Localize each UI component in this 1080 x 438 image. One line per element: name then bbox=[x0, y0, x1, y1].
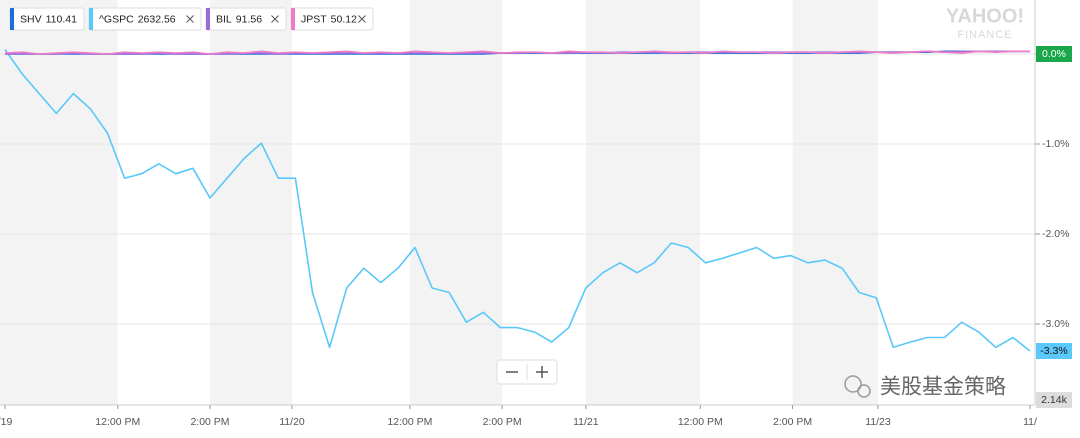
remove-icon[interactable] bbox=[271, 15, 279, 23]
legend-price: 91.56 bbox=[236, 13, 262, 25]
legend-swatch bbox=[206, 8, 210, 30]
legend-name: SHV bbox=[20, 13, 42, 25]
volume-label: 2.14k bbox=[1041, 394, 1067, 406]
legend-price: 2632.56 bbox=[138, 13, 176, 25]
watermark: 美股基金策略 bbox=[844, 375, 1006, 399]
remove-icon[interactable] bbox=[358, 15, 366, 23]
y-tick-label: -3.0% bbox=[1042, 318, 1069, 330]
y-tick-label: -1.0% bbox=[1042, 138, 1069, 150]
legend-chip[interactable]: SHV 110.41 bbox=[9, 7, 85, 31]
x-tick-label: 12:00 PM bbox=[678, 416, 723, 428]
legend-price: 50.12 bbox=[331, 13, 357, 25]
legend: SHV 110.41 ^GSPC 2632.56 BIL 91.56 JPST 50.12 bbox=[9, 7, 374, 31]
x-tick-label: 11/ bbox=[1023, 416, 1037, 428]
legend-swatch bbox=[89, 8, 93, 30]
volume-label-box bbox=[1036, 392, 1072, 408]
x-tick-label: 12:00 PM bbox=[387, 416, 432, 428]
band bbox=[585, 0, 701, 405]
x-tick-label: 12:00 PM bbox=[95, 416, 140, 428]
legend-swatch bbox=[291, 8, 295, 30]
band bbox=[792, 0, 878, 405]
x-tick-label: 2:00 PM bbox=[190, 416, 229, 428]
legend-chip[interactable]: JPST 50.12 bbox=[290, 7, 374, 31]
legend-name: JPST bbox=[301, 13, 327, 25]
legend-price: 110.41 bbox=[46, 13, 77, 25]
end-label-box bbox=[1036, 343, 1072, 359]
x-tick-label: 11/23 bbox=[865, 416, 891, 428]
y-tick-label: -2.0% bbox=[1042, 228, 1069, 240]
watermark-icon bbox=[844, 375, 862, 393]
series-line bbox=[4, 49, 1031, 352]
x-tick-label: 11/21 bbox=[573, 416, 599, 428]
legend-chip[interactable]: BIL 91.56 bbox=[205, 7, 287, 31]
watermark-icon bbox=[857, 384, 871, 398]
background-bands bbox=[0, 0, 878, 405]
legend-chip[interactable]: ^GSPC 2632.56 bbox=[88, 7, 202, 31]
grid bbox=[0, 0, 1040, 409]
legend-name: BIL bbox=[216, 13, 232, 25]
x-tick-label: 11/20 bbox=[279, 416, 305, 428]
watermark-text: 美股基金策略 bbox=[880, 376, 1006, 399]
remove-icon[interactable] bbox=[186, 15, 194, 23]
end-label-box bbox=[1036, 46, 1072, 62]
x-tick-label: 2:00 PM bbox=[483, 416, 522, 428]
x-tick-label: /19 bbox=[0, 416, 12, 428]
series-line bbox=[5, 50, 1030, 55]
legend-name: ^GSPC bbox=[99, 13, 134, 25]
end-label: 0.0% bbox=[1042, 48, 1066, 60]
logo-sub: FINANCE bbox=[957, 29, 1012, 41]
band bbox=[210, 0, 292, 405]
band bbox=[409, 0, 503, 405]
band bbox=[0, 0, 118, 405]
logo: YAHOO! bbox=[946, 5, 1024, 27]
series-lines bbox=[4, 49, 1031, 352]
legend-swatch bbox=[10, 8, 14, 30]
x-tick-label: 2:00 PM bbox=[773, 416, 812, 428]
end-label: -3.3% bbox=[1040, 345, 1067, 357]
zoom-control[interactable] bbox=[496, 359, 558, 385]
series-line bbox=[4, 50, 1030, 55]
